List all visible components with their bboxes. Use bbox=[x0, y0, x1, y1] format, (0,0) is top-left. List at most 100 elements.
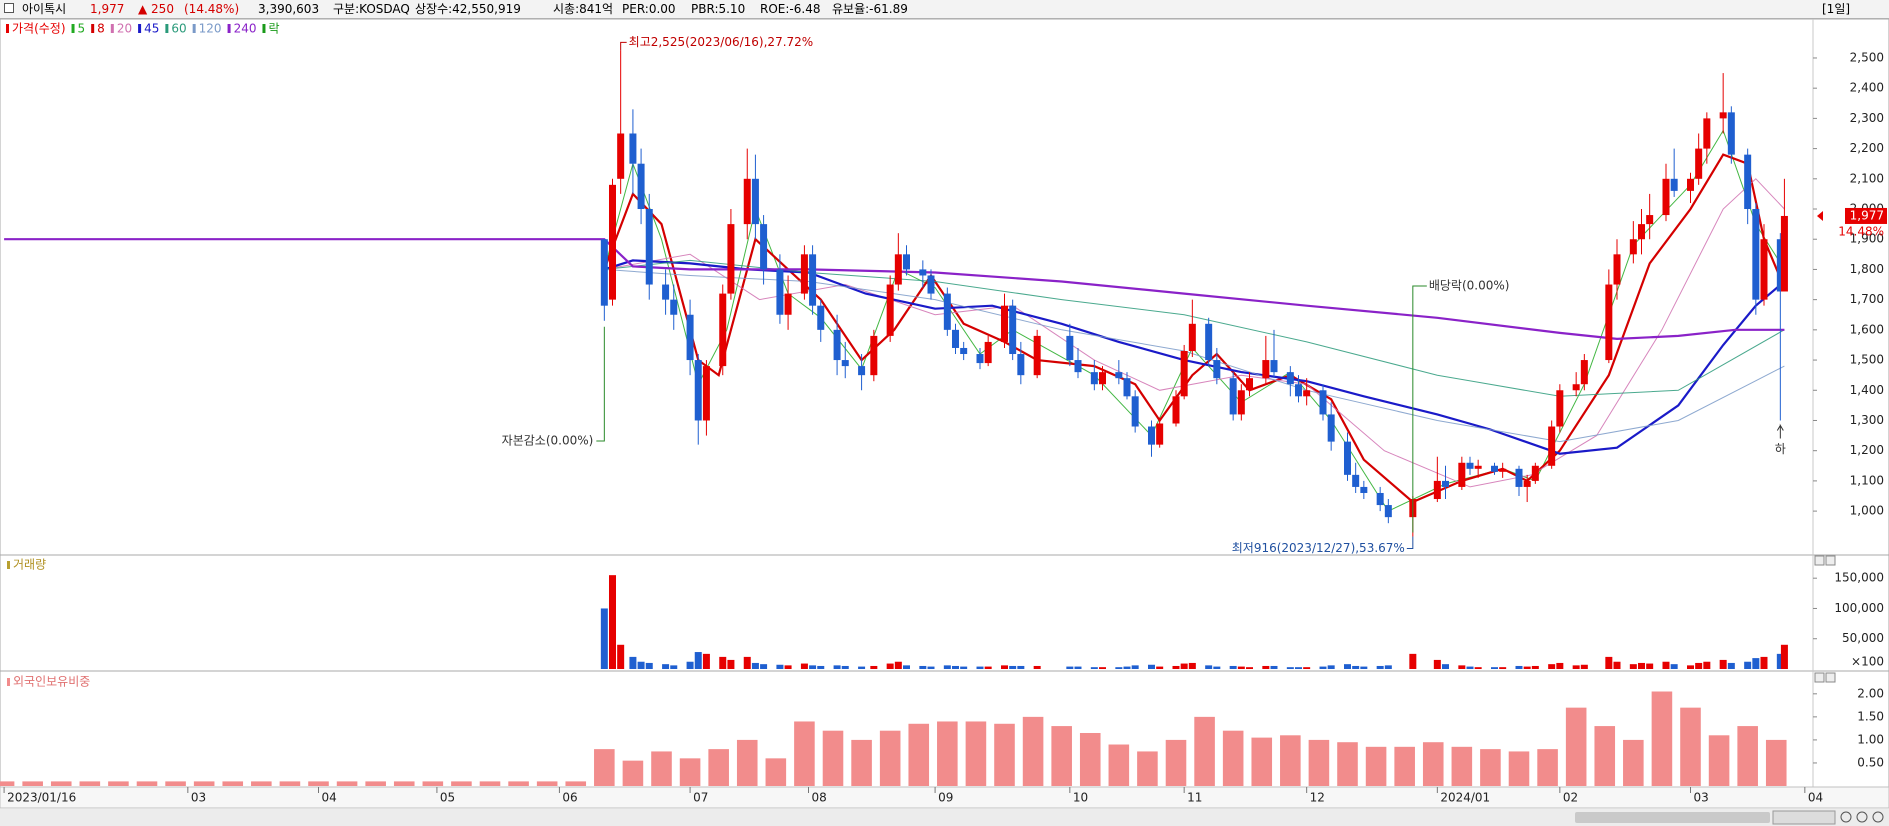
foreign-bar bbox=[1680, 707, 1701, 786]
volume-bar bbox=[1009, 665, 1017, 669]
foreign-bar bbox=[1137, 751, 1158, 786]
volume-bar bbox=[662, 664, 670, 669]
legend-swatch bbox=[138, 24, 142, 33]
panel-button[interactable] bbox=[1814, 672, 1825, 683]
y-tick-label: 1,200 bbox=[1850, 443, 1884, 457]
candle-body bbox=[600, 239, 608, 306]
volume-bar bbox=[1776, 653, 1784, 669]
volume-bar bbox=[617, 644, 625, 669]
volume-bar bbox=[1327, 665, 1335, 669]
candle-body bbox=[1327, 414, 1335, 442]
foreign-bar bbox=[1765, 739, 1787, 786]
legend-swatch bbox=[192, 24, 196, 33]
stock-name: 아이톡시 bbox=[22, 2, 67, 16]
candle-body bbox=[1695, 148, 1703, 179]
panel-close-button[interactable] bbox=[1825, 555, 1836, 566]
volume-bar bbox=[858, 666, 866, 669]
candle-body bbox=[1213, 360, 1221, 379]
zoom-in-button[interactable] bbox=[1840, 811, 1852, 823]
candle-body bbox=[858, 366, 866, 376]
candle-body bbox=[809, 254, 817, 306]
volume-bar bbox=[809, 665, 817, 669]
volume-bar bbox=[976, 666, 984, 669]
volume-bar bbox=[1001, 665, 1008, 669]
volume-bar bbox=[1515, 665, 1523, 669]
checkbox[interactable] bbox=[4, 3, 14, 13]
volume-bar bbox=[952, 665, 959, 669]
candle-body bbox=[1033, 335, 1041, 376]
scrollbar[interactable] bbox=[0, 809, 1889, 826]
foreign-bar bbox=[565, 781, 587, 786]
candle-body bbox=[1172, 396, 1180, 424]
volume-bar bbox=[1237, 666, 1245, 669]
foreign-bar bbox=[393, 781, 415, 786]
foreign-bar bbox=[1508, 751, 1530, 786]
volume-bar bbox=[833, 665, 841, 669]
zoom-out-button[interactable] bbox=[1856, 811, 1868, 823]
volume-bar bbox=[1548, 664, 1556, 669]
legend-swatch bbox=[165, 24, 169, 33]
candle-body bbox=[943, 293, 951, 330]
legend-entry: 5 bbox=[78, 22, 86, 36]
candle-body bbox=[919, 269, 927, 276]
candle-body bbox=[727, 224, 735, 294]
foreign-bar bbox=[879, 730, 901, 786]
volume-bar bbox=[817, 665, 825, 669]
market: 구분:KOSDAQ bbox=[333, 2, 410, 16]
annotation: 최고2,525(2023/06/16),27.72% bbox=[629, 35, 814, 49]
volume-bar bbox=[1090, 667, 1098, 669]
candle-body bbox=[1229, 378, 1237, 415]
candle-body bbox=[1148, 426, 1155, 445]
candle-body bbox=[1780, 215, 1788, 292]
foreign-bar bbox=[1708, 735, 1730, 786]
y-tick-label: 1.00 bbox=[1857, 732, 1884, 746]
candle-body bbox=[1237, 390, 1245, 415]
price-tag bbox=[1845, 207, 1887, 224]
candle-body bbox=[1180, 350, 1188, 397]
candle-body bbox=[1074, 360, 1082, 373]
legend-swatch bbox=[110, 24, 114, 33]
volume-bar bbox=[600, 608, 608, 669]
volume-bar bbox=[1613, 661, 1621, 669]
foreign-bar bbox=[308, 781, 329, 786]
volume-bar bbox=[1491, 667, 1498, 669]
volume-bar bbox=[1270, 665, 1278, 669]
panel-title: 거래량 bbox=[13, 558, 46, 572]
x-tick-label: 03 bbox=[1694, 791, 1709, 805]
zoom-slider[interactable] bbox=[1772, 810, 1836, 825]
legend-swatch bbox=[6, 24, 9, 33]
panel-button[interactable] bbox=[1814, 555, 1825, 566]
volume-bar bbox=[1246, 667, 1253, 669]
foreign-bar bbox=[251, 781, 272, 786]
annotation-arrow bbox=[1406, 536, 1414, 549]
zoom-reset-button[interactable] bbox=[1872, 811, 1884, 823]
y-tick-label: 1,800 bbox=[1850, 262, 1884, 276]
unit-label: ×100 bbox=[1851, 655, 1884, 669]
period[interactable]: [1일] bbox=[1822, 2, 1851, 16]
annotation: 자본감소(0.00%) bbox=[502, 434, 594, 448]
y-tick-label: 1,300 bbox=[1850, 413, 1884, 427]
legend-swatch bbox=[262, 24, 266, 33]
y-tick-label: 1,600 bbox=[1850, 322, 1884, 336]
panel-close-button[interactable] bbox=[1825, 672, 1836, 683]
candle-body bbox=[784, 293, 792, 315]
foreign-bar bbox=[1308, 739, 1330, 786]
price-tag-label: 1,977 bbox=[1850, 208, 1884, 222]
foreign-bar bbox=[1651, 691, 1673, 786]
foreign-bar bbox=[50, 781, 72, 786]
candle-body bbox=[686, 314, 694, 361]
scroll-thumb[interactable] bbox=[1575, 812, 1770, 823]
volume-bar bbox=[1433, 659, 1441, 669]
x-tick-label: 08 bbox=[812, 791, 827, 805]
foreign-bar bbox=[1422, 742, 1444, 786]
foreign-bar bbox=[193, 781, 215, 786]
foreign-bar bbox=[1051, 726, 1072, 786]
volume-bar bbox=[1319, 666, 1327, 669]
volume-bar bbox=[1066, 666, 1074, 669]
volume-bar bbox=[1017, 665, 1025, 669]
candle-body bbox=[1009, 305, 1017, 355]
foreign-bar bbox=[594, 749, 615, 786]
change-label: 14.48% bbox=[1838, 224, 1884, 238]
volume-bar bbox=[1646, 663, 1654, 669]
x-tick-label: 03 bbox=[191, 791, 206, 805]
